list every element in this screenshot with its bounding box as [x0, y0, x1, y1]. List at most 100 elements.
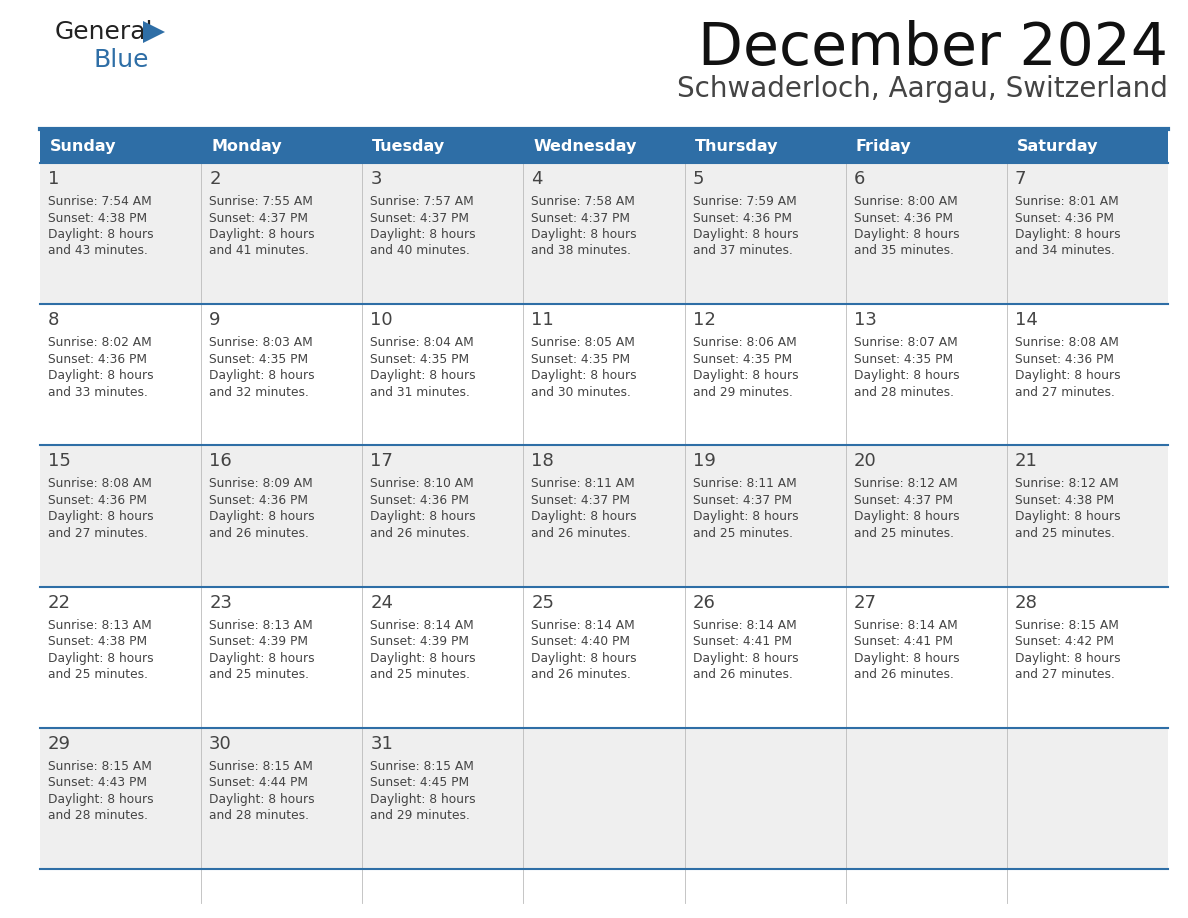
Text: and 29 minutes.: and 29 minutes.	[693, 386, 792, 398]
Text: Sunset: 4:37 PM: Sunset: 4:37 PM	[693, 494, 791, 507]
Bar	[362, 129, 524, 163]
Text: 6: 6	[854, 170, 865, 188]
Text: Sunset: 4:37 PM: Sunset: 4:37 PM	[854, 494, 953, 507]
Text: Sunset: 4:36 PM: Sunset: 4:36 PM	[209, 494, 308, 507]
Text: Daylight: 8 hours: Daylight: 8 hours	[48, 369, 153, 382]
Text: 15: 15	[48, 453, 71, 470]
Text: 26: 26	[693, 594, 715, 611]
Text: Sunrise: 8:12 AM: Sunrise: 8:12 AM	[1015, 477, 1119, 490]
Text: 17: 17	[371, 453, 393, 470]
Text: 27: 27	[854, 594, 877, 611]
Text: Sunrise: 7:54 AM: Sunrise: 7:54 AM	[48, 195, 152, 208]
Text: Daylight: 8 hours: Daylight: 8 hours	[48, 652, 153, 665]
Text: Wednesday: Wednesday	[533, 139, 637, 153]
Text: and 31 minutes.: and 31 minutes.	[371, 386, 470, 398]
Text: Sunset: 4:35 PM: Sunset: 4:35 PM	[209, 353, 308, 365]
Text: December 2024: December 2024	[699, 20, 1168, 77]
Text: Sunrise: 8:01 AM: Sunrise: 8:01 AM	[1015, 195, 1119, 208]
Text: Daylight: 8 hours: Daylight: 8 hours	[371, 228, 476, 241]
Text: and 26 minutes.: and 26 minutes.	[531, 668, 631, 681]
Text: Sunrise: 7:58 AM: Sunrise: 7:58 AM	[531, 195, 636, 208]
Text: Sunset: 4:35 PM: Sunset: 4:35 PM	[531, 353, 631, 365]
Text: and 43 minutes.: and 43 minutes.	[48, 244, 147, 258]
Text: Sunset: 4:36 PM: Sunset: 4:36 PM	[48, 353, 147, 365]
Text: Sunset: 4:38 PM: Sunset: 4:38 PM	[48, 211, 147, 225]
Text: 31: 31	[371, 734, 393, 753]
Text: and 34 minutes.: and 34 minutes.	[1015, 244, 1114, 258]
Text: and 38 minutes.: and 38 minutes.	[531, 244, 632, 258]
Text: 14: 14	[1015, 311, 1038, 330]
Text: and 33 minutes.: and 33 minutes.	[48, 386, 147, 398]
Text: Daylight: 8 hours: Daylight: 8 hours	[531, 369, 637, 382]
Text: Monday: Monday	[211, 139, 282, 153]
Text: and 27 minutes.: and 27 minutes.	[48, 527, 147, 540]
Text: Daylight: 8 hours: Daylight: 8 hours	[693, 369, 798, 382]
Text: Daylight: 8 hours: Daylight: 8 hours	[531, 228, 637, 241]
Bar	[40, 129, 201, 163]
Text: Sunset: 4:36 PM: Sunset: 4:36 PM	[48, 494, 147, 507]
Text: 22: 22	[48, 594, 71, 611]
Text: and 25 minutes.: and 25 minutes.	[854, 527, 954, 540]
Text: 4: 4	[531, 170, 543, 188]
Text: Sunrise: 8:14 AM: Sunrise: 8:14 AM	[854, 619, 958, 632]
Text: Daylight: 8 hours: Daylight: 8 hours	[693, 652, 798, 665]
Text: 20: 20	[854, 453, 877, 470]
Text: and 25 minutes.: and 25 minutes.	[371, 668, 470, 681]
Text: Sunrise: 8:03 AM: Sunrise: 8:03 AM	[209, 336, 312, 349]
Text: Sunrise: 8:04 AM: Sunrise: 8:04 AM	[371, 336, 474, 349]
Text: Sunset: 4:40 PM: Sunset: 4:40 PM	[531, 635, 631, 648]
Text: Daylight: 8 hours: Daylight: 8 hours	[854, 228, 960, 241]
Text: Daylight: 8 hours: Daylight: 8 hours	[371, 793, 476, 806]
Text: 25: 25	[531, 594, 555, 611]
Text: 29: 29	[48, 734, 71, 753]
Text: and 29 minutes.: and 29 minutes.	[371, 810, 470, 823]
Text: 16: 16	[209, 453, 232, 470]
Text: and 25 minutes.: and 25 minutes.	[48, 668, 148, 681]
Text: 7: 7	[1015, 170, 1026, 188]
Text: Sunrise: 7:57 AM: Sunrise: 7:57 AM	[371, 195, 474, 208]
Text: and 40 minutes.: and 40 minutes.	[371, 244, 470, 258]
Text: and 26 minutes.: and 26 minutes.	[854, 668, 954, 681]
Text: Sunrise: 8:05 AM: Sunrise: 8:05 AM	[531, 336, 636, 349]
Text: 28: 28	[1015, 594, 1038, 611]
Text: Sunset: 4:38 PM: Sunset: 4:38 PM	[48, 635, 147, 648]
Text: Daylight: 8 hours: Daylight: 8 hours	[1015, 652, 1120, 665]
Text: 10: 10	[371, 311, 393, 330]
Text: 24: 24	[371, 594, 393, 611]
Text: and 27 minutes.: and 27 minutes.	[1015, 668, 1114, 681]
Text: Daylight: 8 hours: Daylight: 8 hours	[48, 793, 153, 806]
Text: Sunset: 4:44 PM: Sunset: 4:44 PM	[209, 777, 308, 789]
Text: Daylight: 8 hours: Daylight: 8 hours	[48, 510, 153, 523]
Text: 1: 1	[48, 170, 59, 188]
Text: Sunset: 4:36 PM: Sunset: 4:36 PM	[1015, 353, 1114, 365]
Text: 2: 2	[209, 170, 221, 188]
Bar	[846, 129, 1007, 163]
Text: and 25 minutes.: and 25 minutes.	[209, 668, 309, 681]
Text: Schwaderloch, Aargau, Switzerland: Schwaderloch, Aargau, Switzerland	[677, 75, 1168, 103]
Text: Sunday: Sunday	[50, 139, 116, 153]
Text: Sunrise: 8:08 AM: Sunrise: 8:08 AM	[48, 477, 152, 490]
Text: Sunrise: 8:13 AM: Sunrise: 8:13 AM	[48, 619, 152, 632]
Text: Sunrise: 8:11 AM: Sunrise: 8:11 AM	[693, 477, 796, 490]
Text: Sunrise: 8:14 AM: Sunrise: 8:14 AM	[693, 619, 796, 632]
Text: Daylight: 8 hours: Daylight: 8 hours	[209, 510, 315, 523]
Text: and 25 minutes.: and 25 minutes.	[693, 527, 792, 540]
Text: 8: 8	[48, 311, 59, 330]
Text: Daylight: 8 hours: Daylight: 8 hours	[531, 652, 637, 665]
Text: Sunset: 4:36 PM: Sunset: 4:36 PM	[371, 494, 469, 507]
Text: Sunrise: 8:15 AM: Sunrise: 8:15 AM	[209, 760, 312, 773]
Text: 23: 23	[209, 594, 232, 611]
Text: Sunrise: 8:09 AM: Sunrise: 8:09 AM	[209, 477, 312, 490]
Bar	[40, 587, 1168, 728]
Text: General: General	[55, 20, 153, 44]
Text: Sunset: 4:35 PM: Sunset: 4:35 PM	[693, 353, 791, 365]
Text: Sunrise: 7:59 AM: Sunrise: 7:59 AM	[693, 195, 796, 208]
Text: Sunset: 4:41 PM: Sunset: 4:41 PM	[693, 635, 791, 648]
Text: and 41 minutes.: and 41 minutes.	[209, 244, 309, 258]
Text: Tuesday: Tuesday	[372, 139, 446, 153]
Text: Daylight: 8 hours: Daylight: 8 hours	[1015, 369, 1120, 382]
Text: Sunset: 4:42 PM: Sunset: 4:42 PM	[1015, 635, 1114, 648]
Polygon shape	[143, 21, 165, 43]
Text: and 26 minutes.: and 26 minutes.	[371, 527, 470, 540]
Text: Daylight: 8 hours: Daylight: 8 hours	[371, 369, 476, 382]
